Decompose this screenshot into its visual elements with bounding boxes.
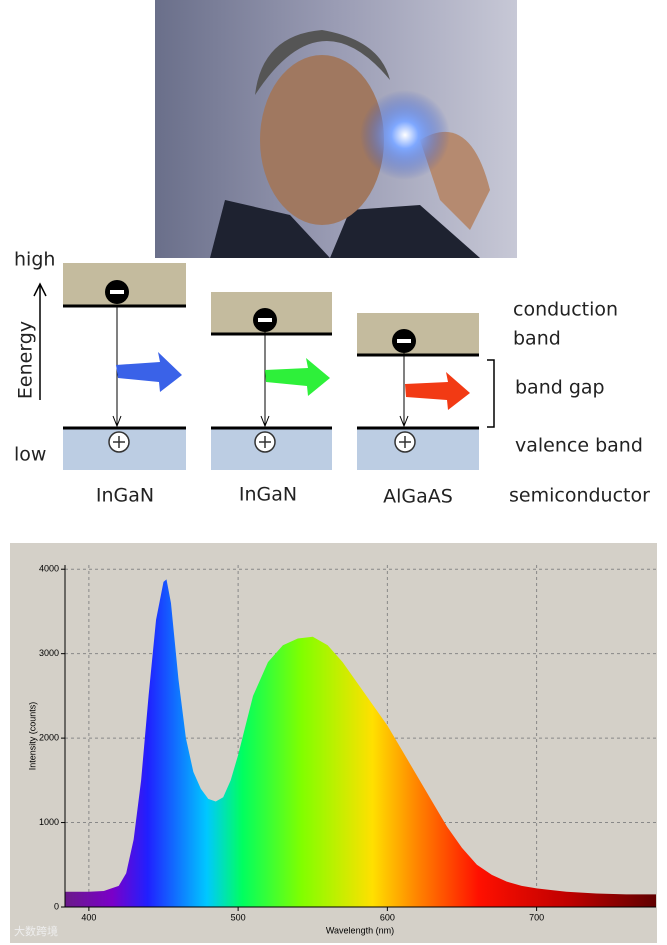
- x-axis-label: Wavelength (nm): [326, 925, 394, 935]
- energy-low: low: [14, 444, 46, 466]
- band-diagram: [33, 263, 495, 470]
- plot: [65, 565, 656, 908]
- watermark: 大数跨境: [14, 924, 58, 938]
- spectrum-area: [65, 579, 656, 907]
- x-tick-label: 600: [380, 912, 395, 922]
- energy-high: high: [14, 249, 55, 271]
- valence-label: valence band: [515, 435, 643, 457]
- conduction-label: band: [513, 328, 561, 350]
- semiconductor-label: semiconductor: [509, 485, 650, 507]
- conduction-label: conduction: [513, 299, 618, 321]
- y-axis-label: Intensity (counts): [27, 702, 37, 771]
- energy-label: Eenergy: [15, 321, 37, 399]
- y-tick-label: 3000: [39, 648, 59, 658]
- x-tick-label: 400: [81, 912, 96, 922]
- y-tick-label: 2000: [39, 732, 59, 742]
- band-gap-label: band gap: [515, 377, 605, 399]
- y-tick-label: 0: [54, 901, 59, 911]
- y-tick-label: 1000: [39, 817, 59, 827]
- column-label: AlGaAS: [383, 486, 453, 508]
- column-label: InGaN: [96, 485, 154, 507]
- x-tick-label: 500: [231, 912, 246, 922]
- column-label: InGaN: [239, 484, 297, 506]
- y-tick-label: 4000: [39, 564, 59, 574]
- photo: [155, 0, 517, 258]
- x-tick-label: 700: [529, 912, 544, 922]
